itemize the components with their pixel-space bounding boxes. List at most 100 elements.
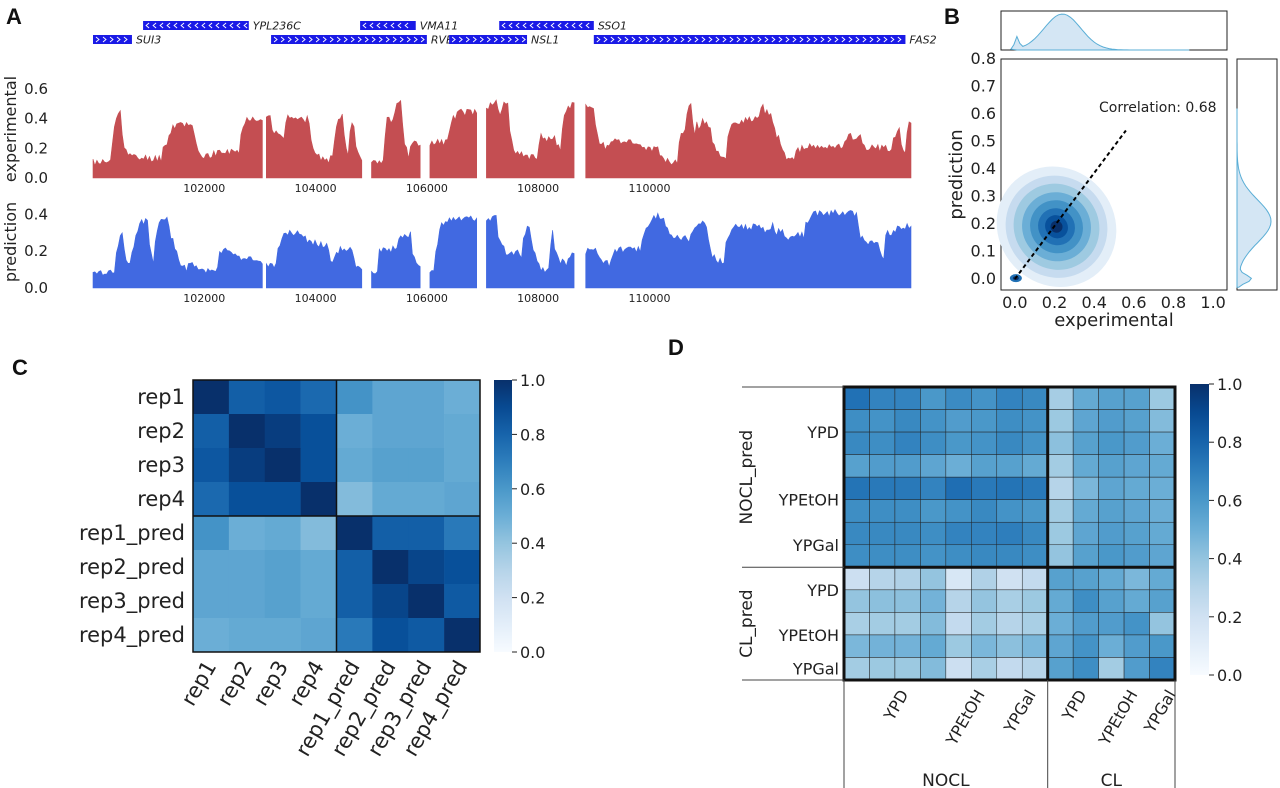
signal-area <box>371 231 421 289</box>
heatmap-cell <box>1021 476 1048 500</box>
panel-label-c: C <box>12 355 28 380</box>
gene-block <box>271 35 427 44</box>
heatmap-cell <box>945 454 972 478</box>
heatmap-cell <box>1098 544 1125 568</box>
heatmap-cell <box>894 386 921 410</box>
heatmap-cell <box>894 544 921 568</box>
heatmap-cell <box>1098 476 1125 500</box>
heatmap-cell <box>1047 431 1074 455</box>
strand-arrows <box>145 22 248 29</box>
y-tick-label: 0.2 <box>24 139 48 157</box>
heatmap-cell <box>869 544 896 568</box>
heatmap-cell <box>300 618 337 653</box>
colorbar-tick-label: 1.0 <box>1217 375 1242 394</box>
heatmap-cell <box>336 448 373 483</box>
heatmap-cell <box>1021 567 1048 591</box>
heatmap-cell <box>945 409 972 433</box>
x-tick-label: 1.0 <box>1200 293 1225 312</box>
heatmap-cell <box>894 499 921 523</box>
heatmap-cell <box>264 448 301 483</box>
column-condition-label: YPGal <box>1140 687 1180 737</box>
y-tick-label: 0.2 <box>24 242 48 260</box>
heatmap-cell <box>1021 589 1048 613</box>
heatmap-cell <box>945 521 972 546</box>
heatmap-cell <box>971 567 998 591</box>
gene-vma11: VMA11 <box>360 20 458 33</box>
signal-area <box>429 108 477 179</box>
heatmap-cell <box>1149 589 1176 613</box>
row-condition-label: YPGal <box>792 536 839 555</box>
heatmap-cell <box>920 454 947 478</box>
heatmap-cell <box>1047 634 1074 658</box>
fit-line <box>1014 129 1127 280</box>
heatmap-cell <box>996 386 1023 410</box>
heatmap-cell <box>228 584 266 619</box>
heatmap-cell <box>1021 431 1048 455</box>
heatmap-cell <box>843 386 870 410</box>
heatmap-cell <box>1098 386 1125 410</box>
heatmap-cell <box>869 634 896 658</box>
signal-area <box>486 99 575 179</box>
heatmap-cell <box>264 584 301 619</box>
heatmap-frame <box>842 385 1177 682</box>
row-condition-label: YPGal <box>792 660 839 679</box>
heatmap-cell <box>945 476 972 500</box>
row-group-label: CL_pred <box>737 589 757 658</box>
y-tick-label: 0.3 <box>971 187 996 206</box>
heatmap-cell <box>945 657 972 681</box>
strand-arrows <box>95 36 128 43</box>
heatmap-cell <box>843 634 870 658</box>
heatmap-cell <box>971 521 998 546</box>
heatmap-cell <box>1123 476 1150 500</box>
heatmap-cell <box>444 550 481 585</box>
y-axis-label: experimental <box>1 76 20 182</box>
row-condition-label: YPD <box>806 581 839 600</box>
heatmap-cell <box>1021 521 1048 546</box>
heatmap-cell <box>264 618 301 653</box>
heatmap-cell <box>300 414 337 449</box>
column-label: rep1 <box>177 657 222 710</box>
heatmap-cell <box>945 634 972 658</box>
heatmap-cell <box>264 380 301 415</box>
heatmap-cell <box>920 386 947 410</box>
heatmap-cell <box>336 414 373 449</box>
heatmap-cell <box>843 544 870 568</box>
heatmap-cell <box>843 476 870 500</box>
panel-label-d: D <box>668 335 684 360</box>
x-tick-label: 0.2 <box>1042 293 1067 312</box>
row-label: rep1_pred <box>79 521 185 546</box>
gene-label: FAS2 <box>909 34 936 47</box>
heatmap-cell <box>372 482 409 517</box>
heatmap-cell <box>408 414 445 449</box>
heatmap-cell <box>336 482 373 517</box>
heatmap-cell <box>408 618 445 653</box>
heatmap-cell <box>1047 521 1074 546</box>
heatmap-cell <box>971 634 998 658</box>
heatmap-cell <box>228 414 266 449</box>
heatmap-cell <box>1098 521 1125 546</box>
heatmap-cell <box>1149 454 1176 478</box>
heatmap-cell <box>894 567 921 591</box>
heatmap-cell <box>894 634 921 658</box>
heatmap-cell <box>920 476 947 500</box>
heatmap-cell <box>336 550 373 585</box>
y-tick-label: 0.4 <box>24 205 48 223</box>
heatmap-cell <box>869 409 896 433</box>
heatmap-cell <box>1072 634 1099 658</box>
gene-block <box>449 35 528 44</box>
heatmap-cell <box>336 618 373 653</box>
column-condition-label: YPD <box>880 687 913 725</box>
heatmap-cell <box>894 589 921 613</box>
colorbar-tick-label: 0.6 <box>1217 491 1242 510</box>
colorbar-tick-label: 1.0 <box>520 371 545 390</box>
heatmap-cell <box>1149 657 1176 681</box>
y-tick-label: 0.4 <box>24 110 48 128</box>
heatmap-cell <box>996 544 1023 568</box>
heatmap-cell <box>1123 499 1150 523</box>
heatmap-cell <box>336 584 373 619</box>
gene-sso1: SSO1 <box>499 20 627 33</box>
heatmap-cell <box>843 499 870 523</box>
x-tick-label: 106000 <box>406 292 448 305</box>
heatmap-cell <box>193 618 230 653</box>
y-tick-label: 0.6 <box>24 80 48 98</box>
